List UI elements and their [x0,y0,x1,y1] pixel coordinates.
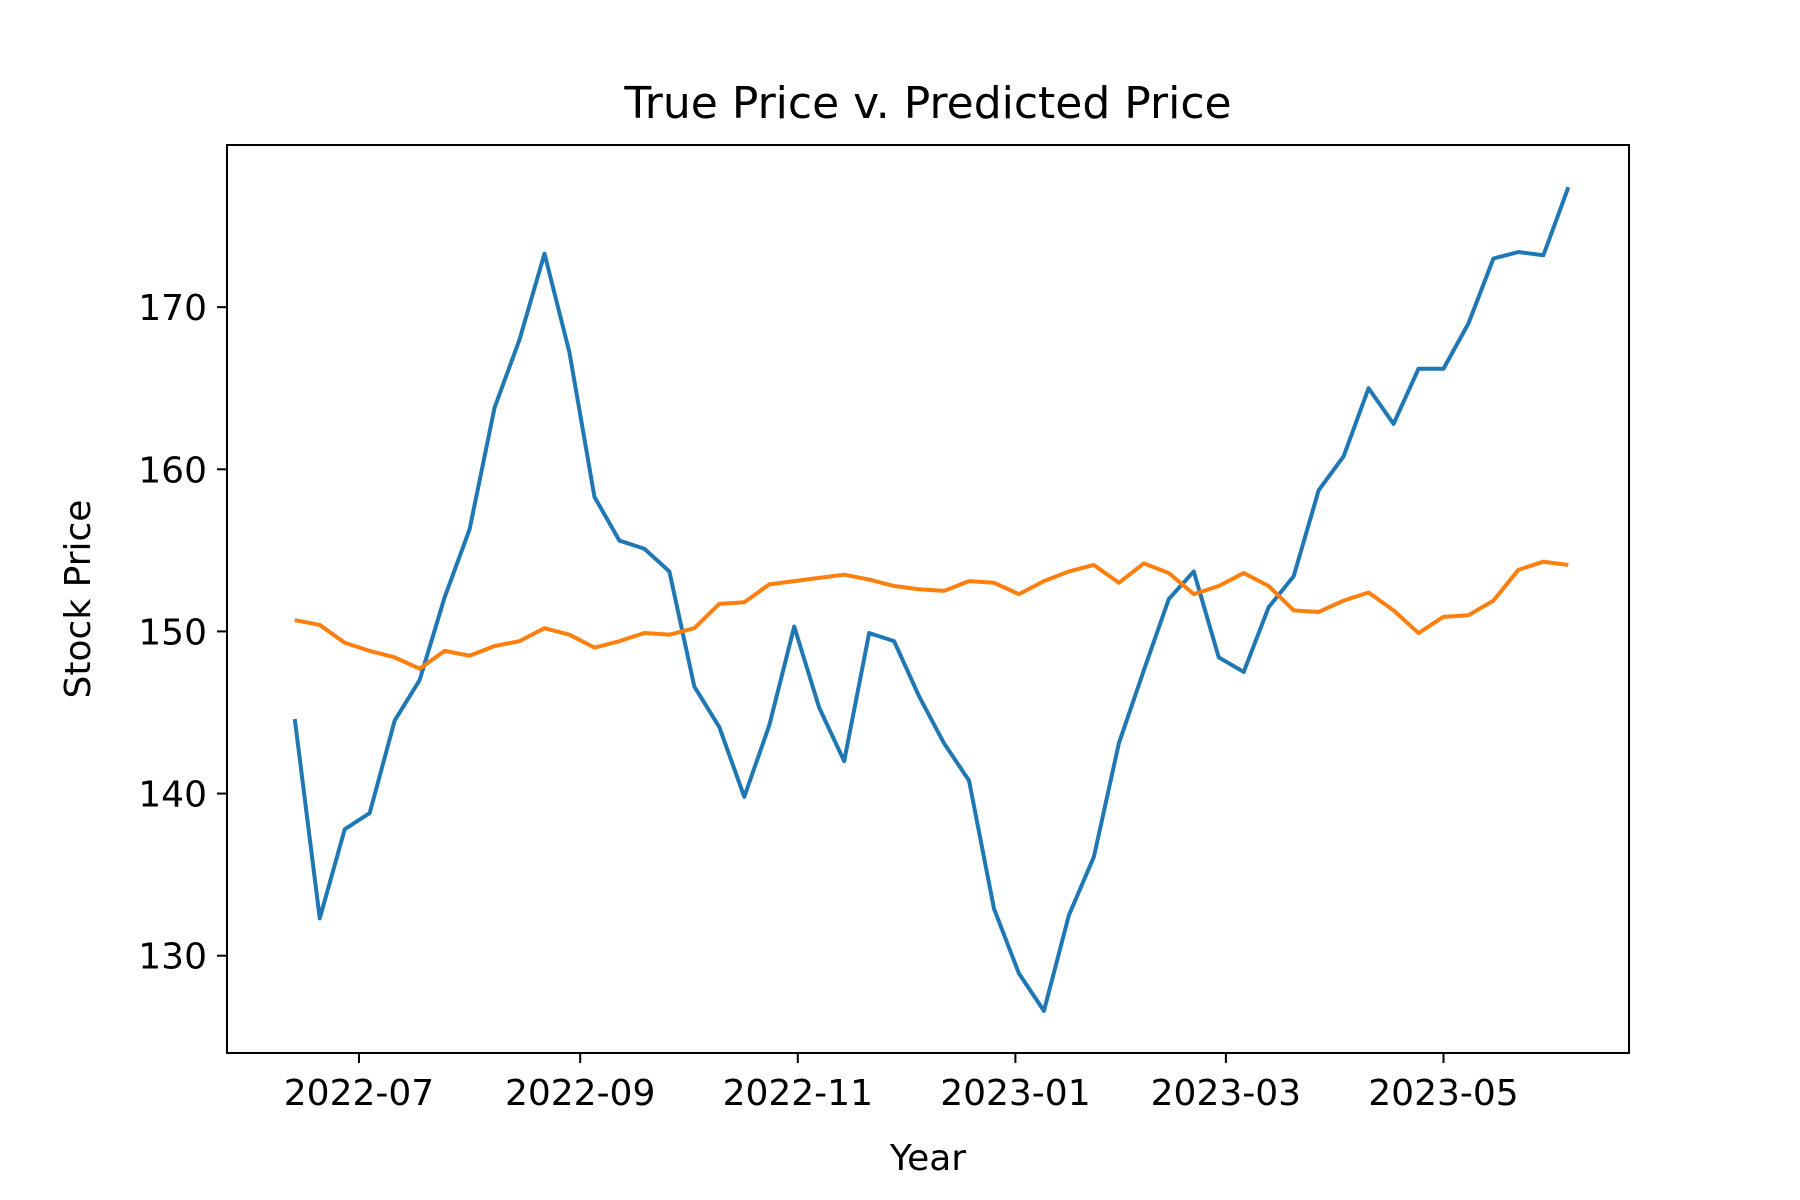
x-tick-label: 2022-11 [723,1073,873,1114]
y-axis: 130 140 150 160 170 [138,288,227,978]
x-axis-label: Year [889,1138,966,1179]
series-line-1 [292,186,1571,1013]
y-axis-label: Stock Price [58,500,99,699]
x-tick-label: 2023-03 [1151,1073,1301,1114]
x-tick-label: 2022-07 [284,1073,434,1114]
plot-frame [226,144,1630,1054]
chart-title: True Price v. Predicted Price [623,78,1231,129]
y-tick-label: 170 [138,288,207,329]
y-tick-label: 150 [138,612,207,653]
y-tick-label: 140 [138,775,207,816]
x-tick-label: 2023-05 [1368,1073,1518,1114]
y-tick-label: 130 [138,937,207,978]
x-tick-label: 2022-09 [505,1073,655,1114]
x-tick-label: 2023-01 [940,1073,1090,1114]
series-layer [292,186,1571,1013]
x-axis: 2022-07 2022-09 2022-11 2023-01 2023-03 2023-… [284,1053,1519,1114]
y-tick-label: 160 [138,450,207,491]
series-line-2 [294,559,1569,671]
